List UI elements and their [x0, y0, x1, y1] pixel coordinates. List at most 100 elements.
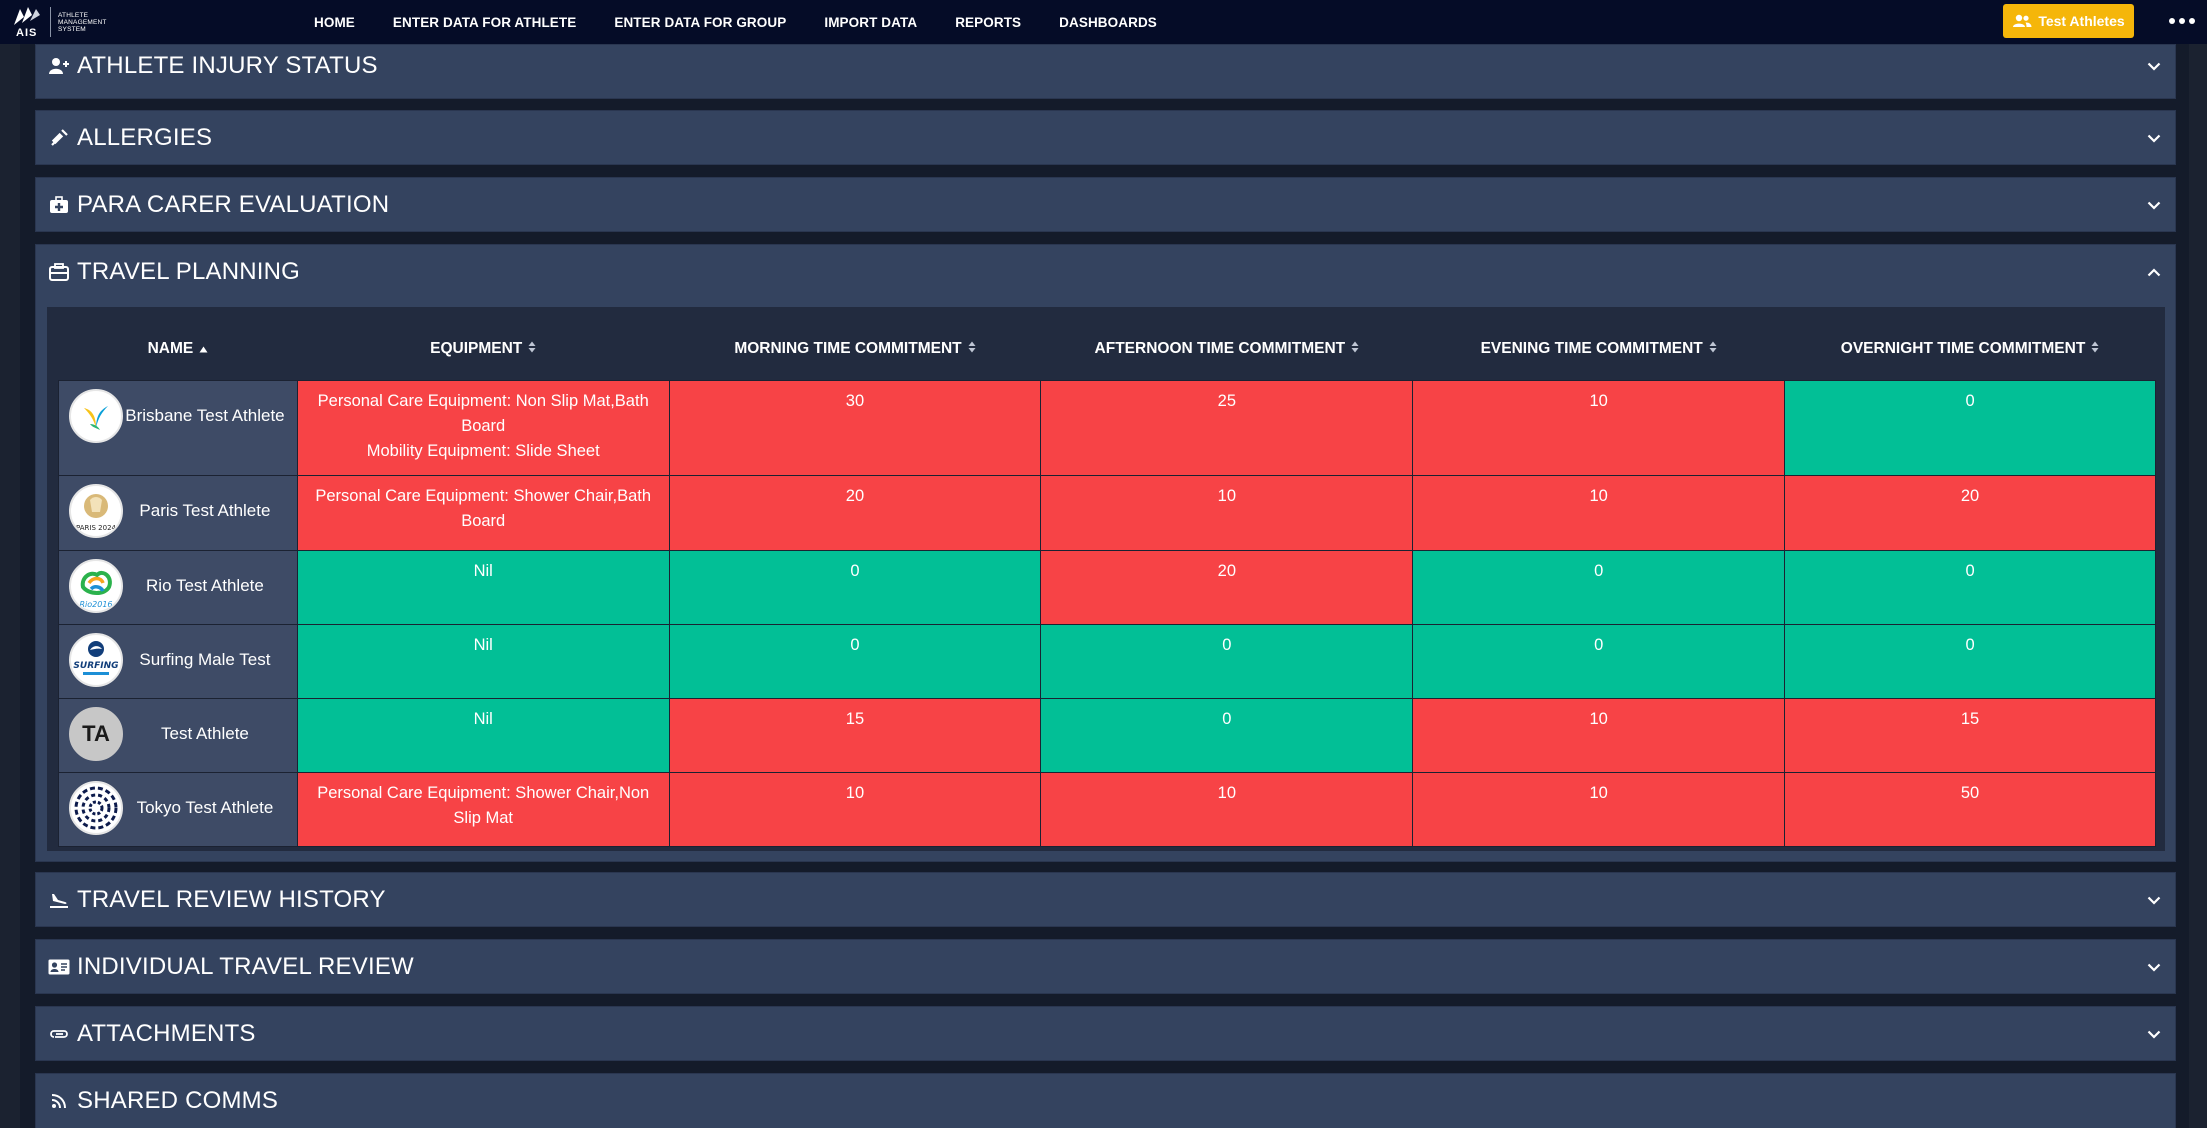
travel-planning-table: NAME EQUIPMENT MORNING TIME COMMITMENT A… [58, 319, 2156, 847]
chevron-down-icon[interactable] [2147, 893, 2161, 907]
panel-shared-comms[interactable]: SHARED COMMS [35, 1073, 2176, 1128]
evening-cell: 0 [1412, 549, 1786, 625]
sort-icon [1709, 340, 1717, 358]
id-card-icon [47, 955, 71, 979]
afternoon-cell: 20 [1040, 549, 1414, 625]
athlete-name-cell[interactable]: TA Test Athlete [58, 697, 298, 773]
plane-arrival-icon [47, 888, 71, 912]
logo-divider [50, 7, 51, 37]
table-row[interactable]: PARIS 2024 Paris Test Athlete Personal C… [58, 474, 2156, 551]
table-row[interactable]: Tokyo Test Athlete Personal Care Equipme… [58, 771, 2156, 847]
sort-ascending-icon [199, 340, 208, 358]
athlete-name: Test Athlete [160, 724, 249, 743]
athlete-name-cell[interactable]: PARIS 2024 Paris Test Athlete [58, 474, 298, 551]
panel-travel-planning: TRAVEL PLANNING NAME [35, 244, 2176, 862]
column-header-equipment[interactable]: EQUIPMENT [297, 319, 669, 380]
panel-travel-review-history[interactable]: TRAVEL REVIEW HISTORY [35, 872, 2176, 927]
panel-header-injury-status[interactable]: ATHLETE INJURY STATUS [36, 39, 2175, 93]
panel-header-individual-travel-review[interactable]: INDIVIDUAL TRAVEL REVIEW [36, 940, 2175, 994]
nav-import-data[interactable]: IMPORT DATA [824, 14, 918, 30]
panel-title: TRAVEL PLANNING [77, 258, 301, 285]
brisbane-logo-icon [69, 388, 123, 443]
afternoon-cell: 0 [1040, 623, 1414, 699]
group-selector-button[interactable]: Test Athletes [2003, 4, 2134, 38]
ais-logo-mark-icon: AIS [12, 5, 44, 39]
afternoon-cell: 0 [1040, 697, 1414, 773]
column-header-label: AFTERNOON TIME COMMITMENT [1094, 340, 1346, 358]
group-selector-label: Test Athletes [2038, 13, 2125, 29]
panel-attachments[interactable]: ATTACHMENTS [35, 1006, 2176, 1061]
panel-allergies[interactable]: ALLERGIES [35, 110, 2176, 165]
equipment-cell: Personal Care Equipment: Shower Chair,Ba… [296, 474, 670, 551]
top-navbar: AIS ATHLETE MANAGEMENT SYSTEM HOME ENTER… [0, 0, 2207, 44]
panel-header-travel-planning[interactable]: TRAVEL PLANNING [36, 245, 2175, 299]
evening-cell: 10 [1412, 474, 1786, 551]
sort-icon [528, 340, 536, 358]
athlete-name-cell[interactable]: Rio2016 Rio Test Athlete [58, 549, 298, 625]
table-row[interactable]: TA Test Athlete Nil 15 0 10 15 [58, 697, 2156, 773]
table-row[interactable]: Rio2016 Rio Test Athlete Nil 0 20 0 [58, 549, 2156, 625]
evening-cell: 10 [1412, 697, 1786, 773]
evening-cell: 10 [1412, 379, 1786, 476]
equipment-line: Nil [473, 635, 493, 654]
column-header-label: EQUIPMENT [430, 340, 523, 358]
overnight-cell: 0 [1784, 379, 2156, 476]
athlete-name-cell[interactable]: Brisbane Test Athlete [58, 379, 298, 476]
tokyo-2020-logo-icon [69, 780, 123, 835]
table-row[interactable]: Brisbane Test Athlete Personal Care Equi… [58, 379, 2156, 476]
column-header-name[interactable]: NAME [59, 319, 298, 380]
nav-dashboards[interactable]: DASHBOARDS [1059, 14, 1157, 30]
column-header-label: EVENING TIME COMMITMENT [1480, 340, 1703, 358]
panel-title: ALLERGIES [77, 124, 213, 151]
panel-header-allergies[interactable]: ALLERGIES [36, 111, 2175, 165]
chevron-up-icon[interactable] [2147, 265, 2161, 279]
sort-icon [968, 340, 976, 358]
athlete-name-cell[interactable]: Tokyo Test Athlete [58, 771, 298, 847]
athlete-name: Paris Test Athlete [139, 501, 271, 520]
syringe-icon [47, 126, 71, 150]
logo-text: ATHLETE MANAGEMENT SYSTEM [58, 11, 107, 33]
column-header-morning[interactable]: MORNING TIME COMMITMENT [669, 319, 1041, 380]
more-options-icon[interactable] [2165, 10, 2199, 32]
overnight-cell: 0 [1784, 549, 2156, 625]
paperclip-icon [47, 1022, 71, 1046]
panel-header-para-carer[interactable]: PARA CARER EVALUATION [36, 178, 2175, 232]
rio-logo-text: Rio2016 [79, 600, 112, 609]
chevron-down-icon[interactable] [2147, 131, 2161, 145]
panel-header-shared-comms[interactable]: SHARED COMMS [36, 1074, 2175, 1128]
paris-2024-logo-icon: PARIS 2024 [69, 483, 123, 538]
column-header-afternoon[interactable]: AFTERNOON TIME COMMITMENT [1041, 319, 1413, 380]
chevron-down-icon[interactable] [2147, 59, 2161, 73]
surfing-australia-logo-icon: SURFING [69, 632, 123, 687]
chevron-down-icon[interactable] [2147, 960, 2161, 974]
column-header-overnight[interactable]: OVERNIGHT TIME COMMITMENT [1785, 319, 2156, 380]
chevron-down-icon[interactable] [2147, 198, 2161, 212]
panel-para-carer-evaluation[interactable]: PARA CARER EVALUATION [35, 177, 2176, 232]
athlete-name-cell[interactable]: SURFING Surfing Male Test [58, 623, 298, 699]
afternoon-cell: 25 [1040, 379, 1414, 476]
panel-header-travel-review-history[interactable]: TRAVEL REVIEW HISTORY [36, 873, 2175, 927]
column-header-evening[interactable]: EVENING TIME COMMITMENT [1413, 319, 1785, 380]
nav-reports[interactable]: REPORTS [955, 14, 1022, 30]
chevron-down-icon[interactable] [2147, 1027, 2161, 1041]
panel-individual-travel-review[interactable]: INDIVIDUAL TRAVEL REVIEW [35, 939, 2176, 994]
table-header-row: NAME EQUIPMENT MORNING TIME COMMITMENT A… [59, 319, 2156, 380]
table-row[interactable]: SURFING Surfing Male Test Nil 0 0 [58, 623, 2156, 699]
equipment-cell: Personal Care Equipment: Non Slip Mat,Ba… [296, 379, 670, 476]
overnight-cell: 50 [1784, 771, 2156, 847]
panel-athlete-injury-status[interactable]: ATHLETE INJURY STATUS [35, 44, 2176, 99]
nav-enter-data-group[interactable]: ENTER DATA FOR GROUP [614, 14, 787, 30]
ais-logo[interactable]: AIS ATHLETE MANAGEMENT SYSTEM [12, 5, 118, 39]
morning-cell: 10 [668, 771, 1042, 847]
panel-header-attachments[interactable]: ATTACHMENTS [36, 1007, 2175, 1061]
morning-cell: 15 [668, 697, 1042, 773]
briefcase-icon [47, 260, 71, 284]
nav-enter-data-athlete[interactable]: ENTER DATA FOR ATHLETE [392, 14, 577, 30]
nav-home[interactable]: HOME [314, 14, 355, 30]
panel-title: PARA CARER EVALUATION [77, 191, 390, 218]
sort-icon [2091, 340, 2099, 358]
equipment-line: Nil [473, 561, 493, 580]
equipment-line: Mobility Equipment: Slide Sheet [366, 441, 600, 460]
paris-logo-text: PARIS 2024 [76, 524, 117, 532]
panel-title: ATTACHMENTS [77, 1020, 256, 1047]
